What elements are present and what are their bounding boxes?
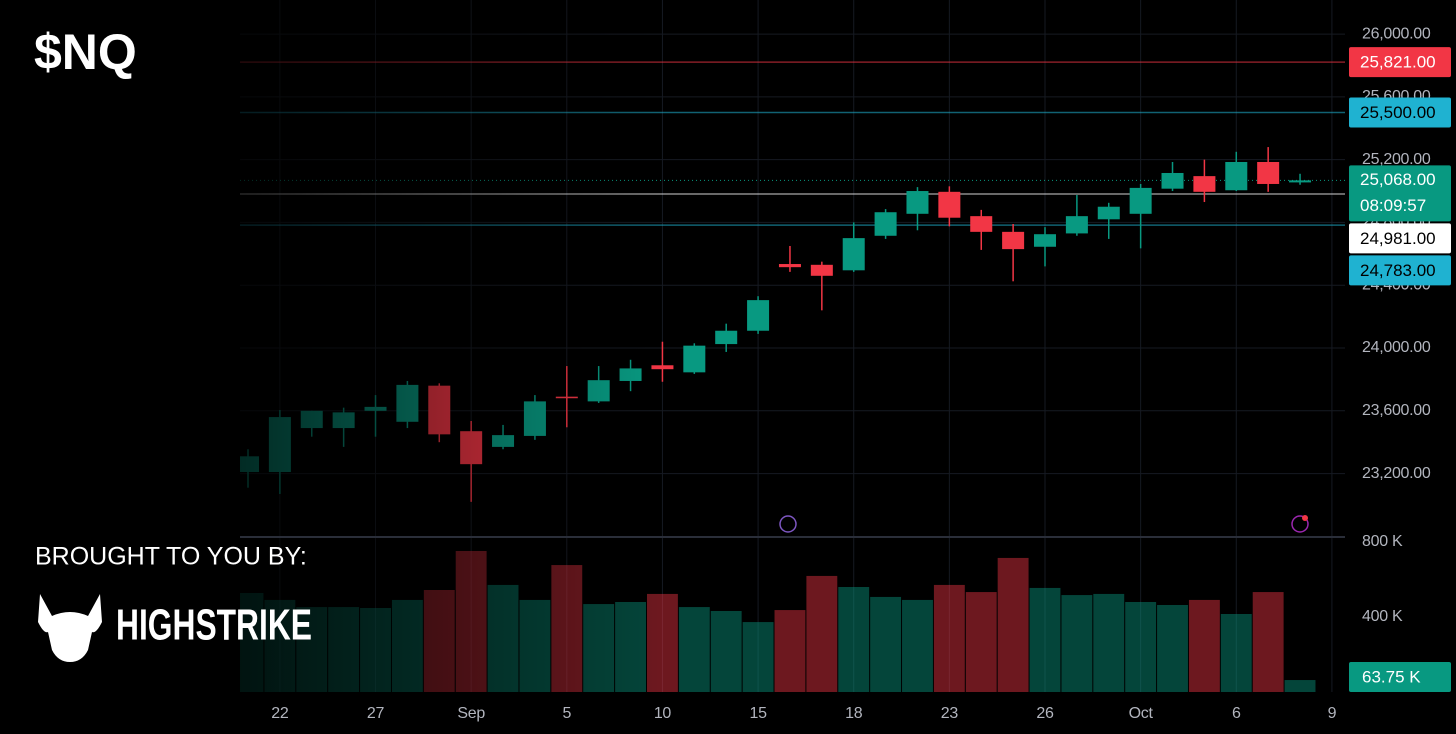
volume-bar	[1284, 680, 1316, 692]
candle-body	[1289, 180, 1312, 183]
volume-bar	[1188, 599, 1220, 692]
plot-area: 22 27 Sep 5 10 15 18 23 26 Oct 6 9	[232, 0, 1345, 722]
volume-tick-label: 800 K	[1362, 533, 1403, 550]
volume-bar	[838, 587, 870, 692]
price-label-box	[1349, 223, 1451, 254]
candle-body	[778, 264, 801, 268]
x-tick-label: 5	[562, 705, 571, 722]
x-tick-label: 22	[271, 705, 289, 722]
volume-bar	[1061, 595, 1093, 692]
candle-body	[715, 330, 738, 345]
y-tick-label: 23,600.00	[1362, 402, 1431, 419]
candle-body	[810, 264, 833, 276]
volume-bar	[1029, 587, 1061, 692]
x-tick-label: Oct	[1129, 705, 1154, 722]
price-label: 25,500.00	[1360, 103, 1436, 122]
volume-tick-label: 400 K	[1362, 608, 1403, 625]
volume-bar	[902, 599, 933, 692]
y-tick-label: 25,200.00	[1362, 151, 1431, 168]
candle-body	[651, 365, 674, 370]
candle-body	[1193, 176, 1216, 192]
candle-body	[1065, 216, 1088, 234]
volume-bar	[1157, 605, 1188, 692]
x-tick-label: Sep	[457, 705, 485, 722]
x-tick-label: 10	[654, 705, 672, 722]
volume-bar	[1125, 602, 1157, 692]
candle-body	[842, 238, 865, 271]
price-label: 25,821.00	[1360, 53, 1436, 72]
volume-bar	[870, 596, 902, 692]
y-tick-label: 24,000.00	[1362, 339, 1431, 356]
volume-bar	[742, 622, 774, 692]
volume-bar	[933, 584, 965, 692]
price-label-box	[1349, 47, 1451, 78]
candle-body	[1002, 231, 1025, 250]
x-tick-label: 23	[941, 705, 959, 722]
volume-bar	[678, 607, 710, 692]
x-tick-label: 27	[367, 705, 385, 722]
event-icon	[779, 515, 797, 533]
x-tick-label: 18	[845, 705, 863, 722]
volume-bar	[774, 610, 806, 692]
y-tick-label: 26,000.00	[1362, 25, 1431, 42]
event-dot	[1302, 515, 1308, 521]
x-tick-label: 26	[1036, 705, 1054, 722]
volume-bar	[806, 575, 838, 692]
candle-body	[747, 300, 770, 331]
candle-body	[1257, 161, 1280, 184]
price-label: 24,783.00	[1360, 261, 1436, 280]
candle-body	[938, 191, 961, 218]
candle-body	[1225, 161, 1248, 191]
chart-title: $NQ	[34, 24, 137, 80]
brand-name: HIGHSTRIKE	[116, 601, 312, 650]
volume-bar	[997, 557, 1029, 692]
price-label-box	[1349, 165, 1451, 222]
brand-tagline: BROUGHT TO YOU BY:	[35, 543, 307, 571]
volume-bar	[710, 611, 742, 692]
candle-body	[970, 216, 993, 232]
price-label: 24,981.00	[1360, 229, 1436, 248]
volume-bar	[1093, 593, 1125, 692]
candle-body	[1097, 206, 1120, 220]
countdown: 08:09:57	[1360, 196, 1426, 215]
candle-body	[874, 212, 897, 236]
volume-label-box	[1349, 662, 1451, 692]
volume-bar	[965, 592, 997, 692]
candle-body	[1129, 187, 1152, 214]
candle-body	[683, 345, 706, 373]
price-label-box	[1349, 97, 1451, 128]
brand-logo	[38, 594, 102, 662]
price-label-box	[1349, 255, 1451, 286]
price-label: 25,068.00	[1360, 170, 1436, 189]
event-icon	[1291, 515, 1309, 533]
volume-label: 63.75 K	[1362, 667, 1421, 686]
y-tick-label: 23,200.00	[1362, 465, 1431, 482]
candle-body	[906, 191, 929, 214]
fade-overlay	[240, 0, 660, 692]
x-tick-label: 6	[1232, 705, 1241, 722]
volume-bar	[1252, 592, 1284, 692]
candle-body	[1034, 234, 1056, 247]
x-tick-label: 15	[749, 705, 767, 722]
volume-bar	[1220, 614, 1252, 692]
candle-body	[1161, 172, 1184, 189]
x-tick-label: 9	[1328, 705, 1337, 722]
